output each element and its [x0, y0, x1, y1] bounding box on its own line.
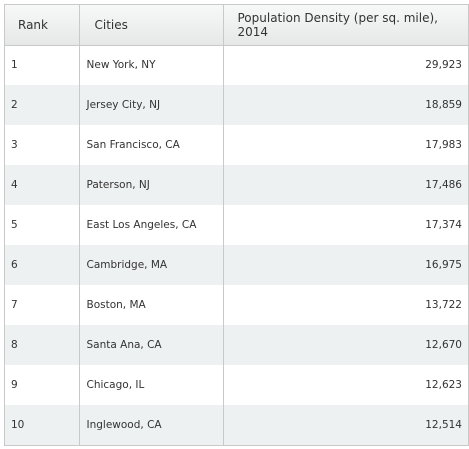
rank-cell: 7 — [5, 285, 80, 325]
rank-cell: 2 — [5, 85, 80, 125]
density-cell: 16,975 — [223, 245, 468, 285]
density-cell: 13,722 — [425, 299, 462, 311]
city-cell: New York, NY — [79, 45, 224, 85]
table-row: 9 Chicago, IL 12,623 — [5, 365, 468, 405]
rank-cell: 3 — [5, 125, 80, 165]
city-cell: Boston, MA — [79, 285, 224, 325]
rank-cell: 8 — [5, 325, 80, 365]
table-row: 3 San Francisco, CA 17,983 — [5, 125, 468, 165]
table-row: 2 Jersey City, NJ 18,859 — [5, 85, 468, 125]
city-cell: Jersey City, NJ — [79, 85, 224, 125]
table-row: 4 Paterson, NJ 17,486 — [5, 165, 468, 205]
table-body: 1 New York, NY 29,923 2 Jersey City, NJ … — [5, 45, 468, 445]
city-cell: East Los Angeles, CA — [79, 205, 224, 245]
density-cell: 18,859 — [223, 85, 468, 125]
city-cell: Paterson, NJ — [79, 165, 224, 205]
density-cell: 17,374 — [425, 219, 462, 231]
rank-cell: 10 — [5, 405, 80, 445]
table-row: 6 Cambridge, MA 16,975 — [5, 245, 468, 285]
density-cell: 12,623 — [425, 379, 462, 391]
density-cell: 17,983 — [425, 139, 462, 151]
column-header-population-density[interactable]: Population Density (per sq. mile), 2014 — [223, 5, 468, 46]
table-header: Rank Cities Population Density (per sq. … — [5, 5, 468, 46]
table-row: 10 Inglewood, CA 12,514 — [5, 405, 468, 445]
population-density-table: Rank Cities Population Density (per sq. … — [5, 5, 468, 445]
city-cell: Santa Ana, CA — [79, 325, 224, 365]
table-row: 8 Santa Ana, CA 12,670 — [5, 325, 468, 365]
rank-cell: 6 — [5, 245, 80, 285]
rank-cell: 1 — [5, 45, 80, 85]
rank-cell: 9 — [5, 365, 80, 405]
header-row: Rank Cities Population Density (per sq. … — [5, 5, 468, 46]
density-cell: 12,514 — [223, 405, 468, 445]
table-row: 1 New York, NY 29,923 — [5, 45, 468, 85]
density-cell: 17,486 — [223, 165, 468, 205]
city-cell: Cambridge, MA — [79, 245, 224, 285]
city-cell: San Francisco, CA — [79, 125, 224, 165]
rank-cell: 5 — [5, 205, 80, 245]
column-header-cities[interactable]: Cities — [79, 5, 224, 46]
rank-cell: 4 — [5, 165, 80, 205]
density-table-container: Rank Cities Population Density (per sq. … — [4, 4, 469, 446]
density-cell: 12,670 — [223, 325, 468, 365]
table-row: 7 Boston, MA 13,722 — [5, 285, 468, 325]
density-cell: 29,923 — [425, 59, 462, 72]
column-header-rank[interactable]: Rank — [5, 5, 80, 46]
city-cell: Chicago, IL — [79, 365, 224, 405]
table-row: 5 East Los Angeles, CA 17,374 — [5, 205, 468, 245]
city-cell: Inglewood, CA — [79, 405, 224, 445]
